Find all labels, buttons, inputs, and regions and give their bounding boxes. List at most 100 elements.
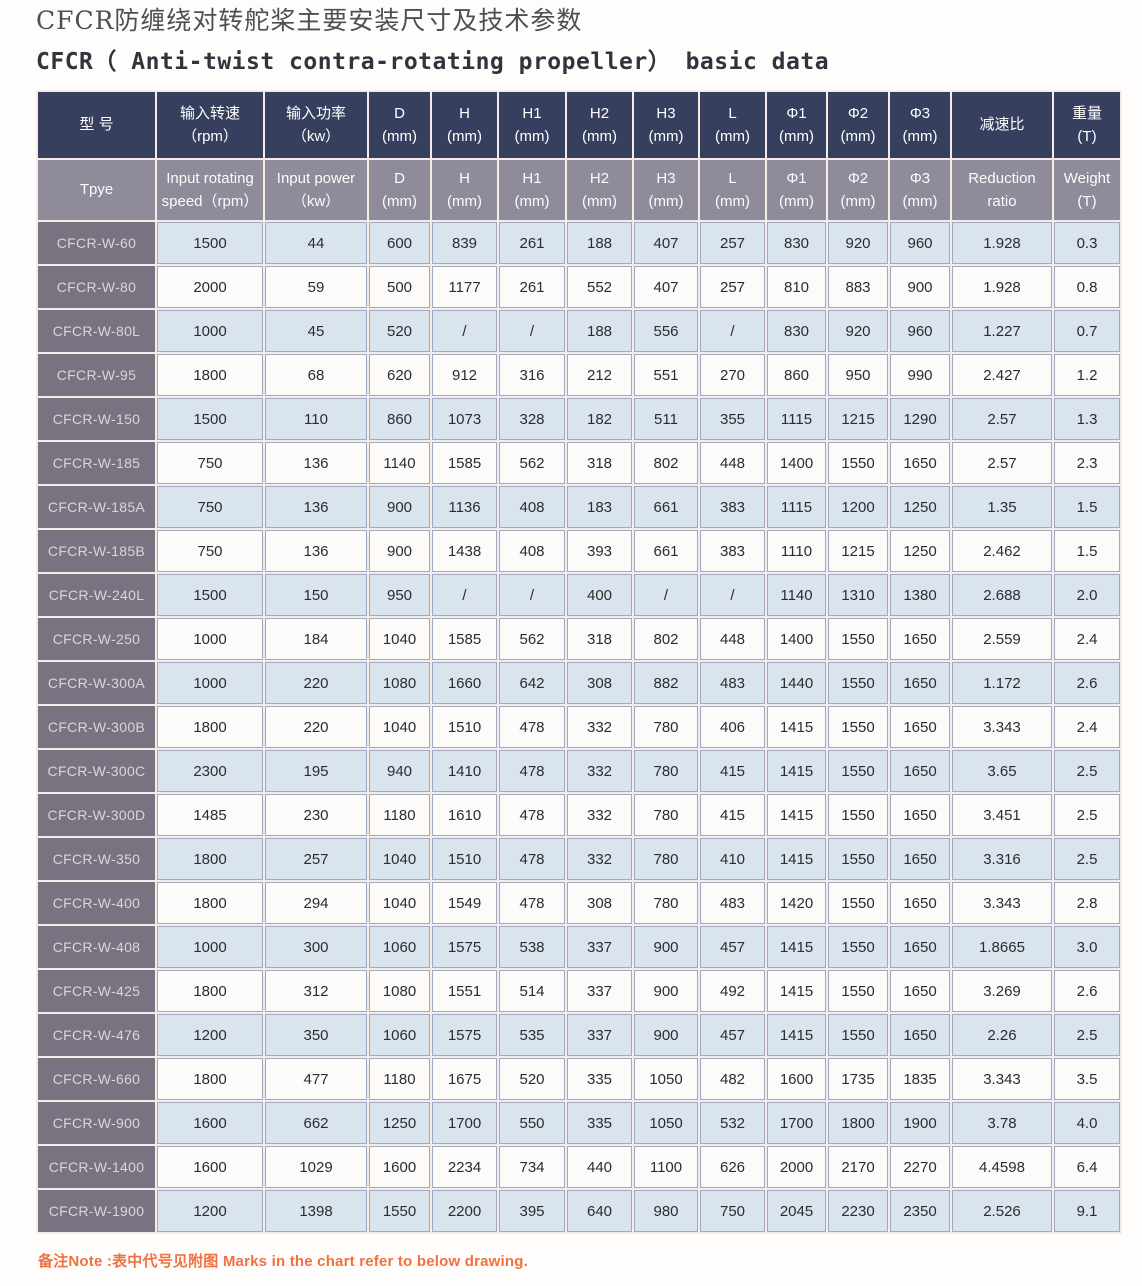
value-cell: 1415: [767, 838, 826, 880]
value-cell: 335: [567, 1102, 632, 1144]
value-cell: 1215: [828, 398, 888, 440]
value-cell: 312: [265, 970, 367, 1012]
value-cell: 2.6: [1054, 662, 1120, 704]
value-cell: 1485: [157, 794, 263, 836]
value-cell: 780: [634, 706, 698, 748]
col-header-en-10: Φ2 (mm): [828, 160, 888, 220]
value-cell: 1650: [890, 618, 950, 660]
value-cell: 457: [700, 1014, 765, 1056]
col-header-zh-9: Φ1 (mm): [767, 92, 826, 158]
col-header-zh-10: Φ2 (mm): [828, 92, 888, 158]
value-cell: 2.5: [1054, 838, 1120, 880]
value-cell: 332: [567, 750, 632, 792]
value-cell: 1550: [828, 706, 888, 748]
value-cell: 950: [369, 574, 430, 616]
value-cell: /: [432, 310, 497, 352]
value-cell: 318: [567, 618, 632, 660]
value-cell: 2200: [432, 1190, 497, 1232]
value-cell: 308: [567, 662, 632, 704]
value-cell: 3.343: [952, 706, 1052, 748]
value-cell: 6.4: [1054, 1146, 1120, 1188]
value-cell: 188: [567, 222, 632, 264]
value-cell: 1735: [828, 1058, 888, 1100]
value-cell: 1549: [432, 882, 497, 924]
value-cell: 2.8: [1054, 882, 1120, 924]
value-cell: 383: [700, 486, 765, 528]
value-cell: 1.35: [952, 486, 1052, 528]
value-cell: 257: [700, 222, 765, 264]
value-cell: 136: [265, 442, 367, 484]
value-cell: 1415: [767, 706, 826, 748]
value-cell: 1660: [432, 662, 497, 704]
model-cell: CFCR-W-80: [38, 266, 155, 308]
value-cell: 2.3: [1054, 442, 1120, 484]
footnote: 备注Note :表中代号见附图 Marks in the chart refer…: [38, 1253, 528, 1270]
value-cell: 882: [634, 662, 698, 704]
value-cell: 802: [634, 442, 698, 484]
table-body: CFCR-W-60 1500 44 600 839 261 188 407 257 830 920 9…: [38, 222, 1120, 1232]
table-row: CFCR-W-240L 1500 150 950//400//1140 1310 1380…: [38, 574, 1120, 616]
value-cell: 195: [265, 750, 367, 792]
value-cell: 1650: [890, 838, 950, 880]
value-cell: 535: [499, 1014, 565, 1056]
value-cell: 1610: [432, 794, 497, 836]
value-cell: 2.427: [952, 354, 1052, 396]
value-cell: 440: [567, 1146, 632, 1188]
value-cell: 335: [567, 1058, 632, 1100]
value-cell: 261: [499, 222, 565, 264]
value-cell: 1050: [634, 1102, 698, 1144]
value-cell: 478: [499, 706, 565, 748]
value-cell: 1250: [890, 486, 950, 528]
table-row: CFCR-W-1900 1200 1398 1550 2200 395 640 980 750 2…: [38, 1190, 1120, 1232]
value-cell: 1050: [634, 1058, 698, 1100]
value-cell: 1040: [369, 618, 430, 660]
value-cell: 1575: [432, 1014, 497, 1056]
page-title-chinese: CFCR防缠绕对转舵桨主要安装尺寸及技术参数: [36, 6, 583, 35]
value-cell: 839: [432, 222, 497, 264]
value-cell: 912: [432, 354, 497, 396]
value-cell: 478: [499, 882, 565, 924]
value-cell: 1.227: [952, 310, 1052, 352]
value-cell: 407: [634, 266, 698, 308]
table-row: CFCR-W-185B 750 136 900 1438 408 393 661 383 1110…: [38, 530, 1120, 572]
value-cell: 550: [499, 1102, 565, 1144]
model-cell: CFCR-W-185B: [38, 530, 155, 572]
table-row: CFCR-W-425 1800 312 1080 1551 514 337 900 492 141…: [38, 970, 1120, 1012]
value-cell: 960: [890, 222, 950, 264]
col-header-en-9: Φ1 (mm): [767, 160, 826, 220]
value-cell: 980: [634, 1190, 698, 1232]
model-cell: CFCR-W-240L: [38, 574, 155, 616]
value-cell: 1100: [634, 1146, 698, 1188]
value-cell: 920: [828, 310, 888, 352]
value-cell: 620: [369, 354, 430, 396]
value-cell: 1650: [890, 794, 950, 836]
value-cell: 415: [700, 794, 765, 836]
value-cell: 1398: [265, 1190, 367, 1232]
value-cell: /: [499, 310, 565, 352]
value-cell: 1115: [767, 486, 826, 528]
value-cell: 9.1: [1054, 1190, 1120, 1232]
header-row-en: Tpye Input rotating speed（rpm） Input power （…: [38, 160, 1120, 220]
value-cell: 68: [265, 354, 367, 396]
col-header-en-8: L (mm): [700, 160, 765, 220]
value-cell: 1550: [828, 662, 888, 704]
value-cell: 2.688: [952, 574, 1052, 616]
value-cell: 750: [157, 530, 263, 572]
value-cell: 0.3: [1054, 222, 1120, 264]
value-cell: /: [432, 574, 497, 616]
value-cell: /: [499, 574, 565, 616]
value-cell: 600: [369, 222, 430, 264]
value-cell: 2.6: [1054, 970, 1120, 1012]
value-cell: 2300: [157, 750, 263, 792]
value-cell: 4.0: [1054, 1102, 1120, 1144]
col-header-en-0: Tpye: [38, 160, 155, 220]
table-row: CFCR-W-60 1500 44 600 839 261 188 407 257 830 920 9…: [38, 222, 1120, 264]
value-cell: 355: [700, 398, 765, 440]
table-row: CFCR-W-300B 1800 220 1040 1510 478 332 780 406 14…: [38, 706, 1120, 748]
value-cell: 1.2: [1054, 354, 1120, 396]
model-cell: CFCR-W-1900: [38, 1190, 155, 1232]
col-header-zh-7: H3 (mm): [634, 92, 698, 158]
value-cell: 477: [265, 1058, 367, 1100]
value-cell: 2.0: [1054, 574, 1120, 616]
value-cell: 1550: [828, 1014, 888, 1056]
